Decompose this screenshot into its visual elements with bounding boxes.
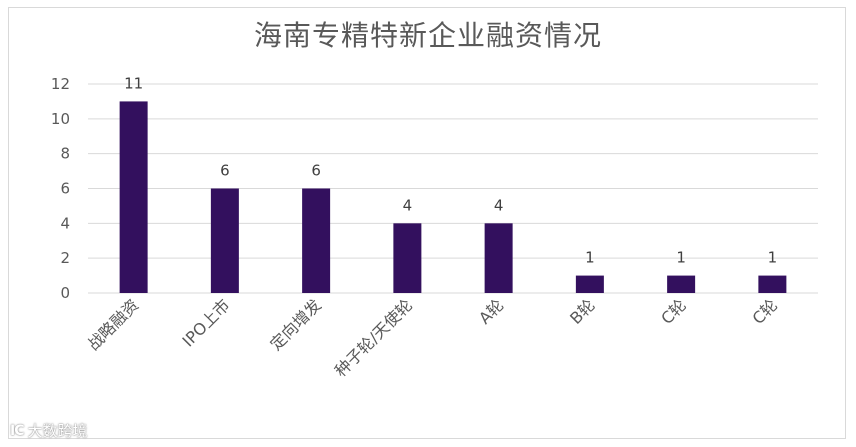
data-label: 6 xyxy=(311,162,321,180)
y-tick-label: 12 xyxy=(51,75,70,93)
data-label: 1 xyxy=(768,249,778,267)
data-label: 4 xyxy=(403,196,413,214)
data-label: 1 xyxy=(585,249,595,267)
data-label: 11 xyxy=(124,74,143,92)
y-tick-label: 8 xyxy=(60,145,70,163)
bar xyxy=(758,275,787,293)
category-label: 战略融资 xyxy=(84,295,143,354)
category-label: 种子轮/天使轮 xyxy=(331,295,416,380)
y-tick-label: 2 xyxy=(60,249,70,267)
watermark: ΙC 大数跨境 xyxy=(10,420,88,441)
data-label: 1 xyxy=(676,249,686,267)
category-label: C轮 xyxy=(749,295,782,328)
chart-title: 海南专精特新企业融资情况 xyxy=(253,19,602,52)
bar xyxy=(484,223,513,293)
bar xyxy=(393,223,422,293)
y-tick-label: 6 xyxy=(60,180,70,198)
category-label: B轮 xyxy=(566,295,599,328)
y-tick-label: 10 xyxy=(51,110,70,128)
watermark-text: 大数跨境 xyxy=(27,422,88,440)
watermark-logo: ΙC xyxy=(10,422,25,439)
data-label: 4 xyxy=(494,196,504,214)
category-label: 定向增发 xyxy=(266,295,325,354)
bar xyxy=(575,275,604,293)
bar xyxy=(667,275,696,293)
bar xyxy=(302,188,331,293)
bar xyxy=(119,101,148,294)
y-tick-label: 0 xyxy=(60,284,70,302)
data-label: 6 xyxy=(220,162,230,180)
bar xyxy=(210,188,239,293)
category-label: IPO上市 xyxy=(179,295,234,350)
category-label: C轮 xyxy=(657,295,690,328)
category-label: A轮 xyxy=(475,295,507,327)
y-tick-label: 4 xyxy=(60,214,70,232)
